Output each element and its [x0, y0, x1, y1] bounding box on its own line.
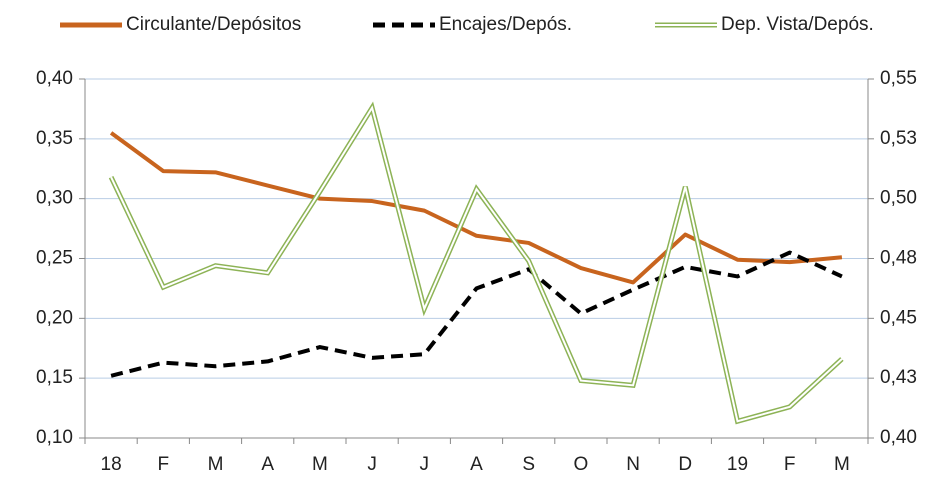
y-tick-label: 0,25	[36, 248, 73, 269]
x-tick-label: F	[157, 454, 169, 475]
y-tick-label: 0,40	[36, 68, 73, 89]
x-tick-label: A	[470, 454, 483, 475]
y-tick-label: 0,15	[36, 367, 73, 388]
y2-tick-label: 0,40	[880, 427, 917, 448]
y2-tick-label: 0,43	[880, 367, 917, 388]
x-tick-label: J	[420, 454, 430, 475]
x-tick-label: F	[784, 454, 796, 475]
y-tick-label: 0,20	[36, 307, 73, 328]
y2-tick-label: 0,48	[880, 248, 917, 269]
x-tick-label: O	[574, 454, 589, 475]
y-tick-label: 0,35	[36, 128, 73, 149]
y-tick-label: 0,10	[36, 427, 73, 448]
x-tick-label: A	[261, 454, 274, 475]
y2-tick-label: 0,50	[880, 188, 917, 209]
y2-tick-label: 0,55	[880, 68, 917, 89]
x-tick-label: S	[522, 454, 535, 475]
x-tick-label: N	[626, 454, 640, 475]
x-tick-label: M	[834, 454, 850, 475]
x-tick-label: D	[678, 454, 692, 475]
x-tick-label: 18	[101, 454, 122, 475]
x-tick-label: M	[208, 454, 224, 475]
y2-tick-label: 0,45	[880, 307, 917, 328]
x-tick-label: J	[367, 454, 377, 475]
series-line-inner	[110, 105, 843, 423]
legend-label: Circulante/Depósitos	[126, 14, 301, 35]
series-line	[110, 250, 843, 378]
series-line	[109, 131, 843, 285]
y2-tick-label: 0,53	[880, 128, 917, 149]
series-line	[108, 101, 844, 425]
legend-label: Encajes/Depós.	[439, 14, 572, 35]
x-tick-label: M	[312, 454, 328, 475]
y-tick-label: 0,30	[36, 188, 73, 209]
legend-label: Dep. Vista/Depós.	[721, 14, 874, 35]
x-tick-label: 19	[727, 454, 748, 475]
